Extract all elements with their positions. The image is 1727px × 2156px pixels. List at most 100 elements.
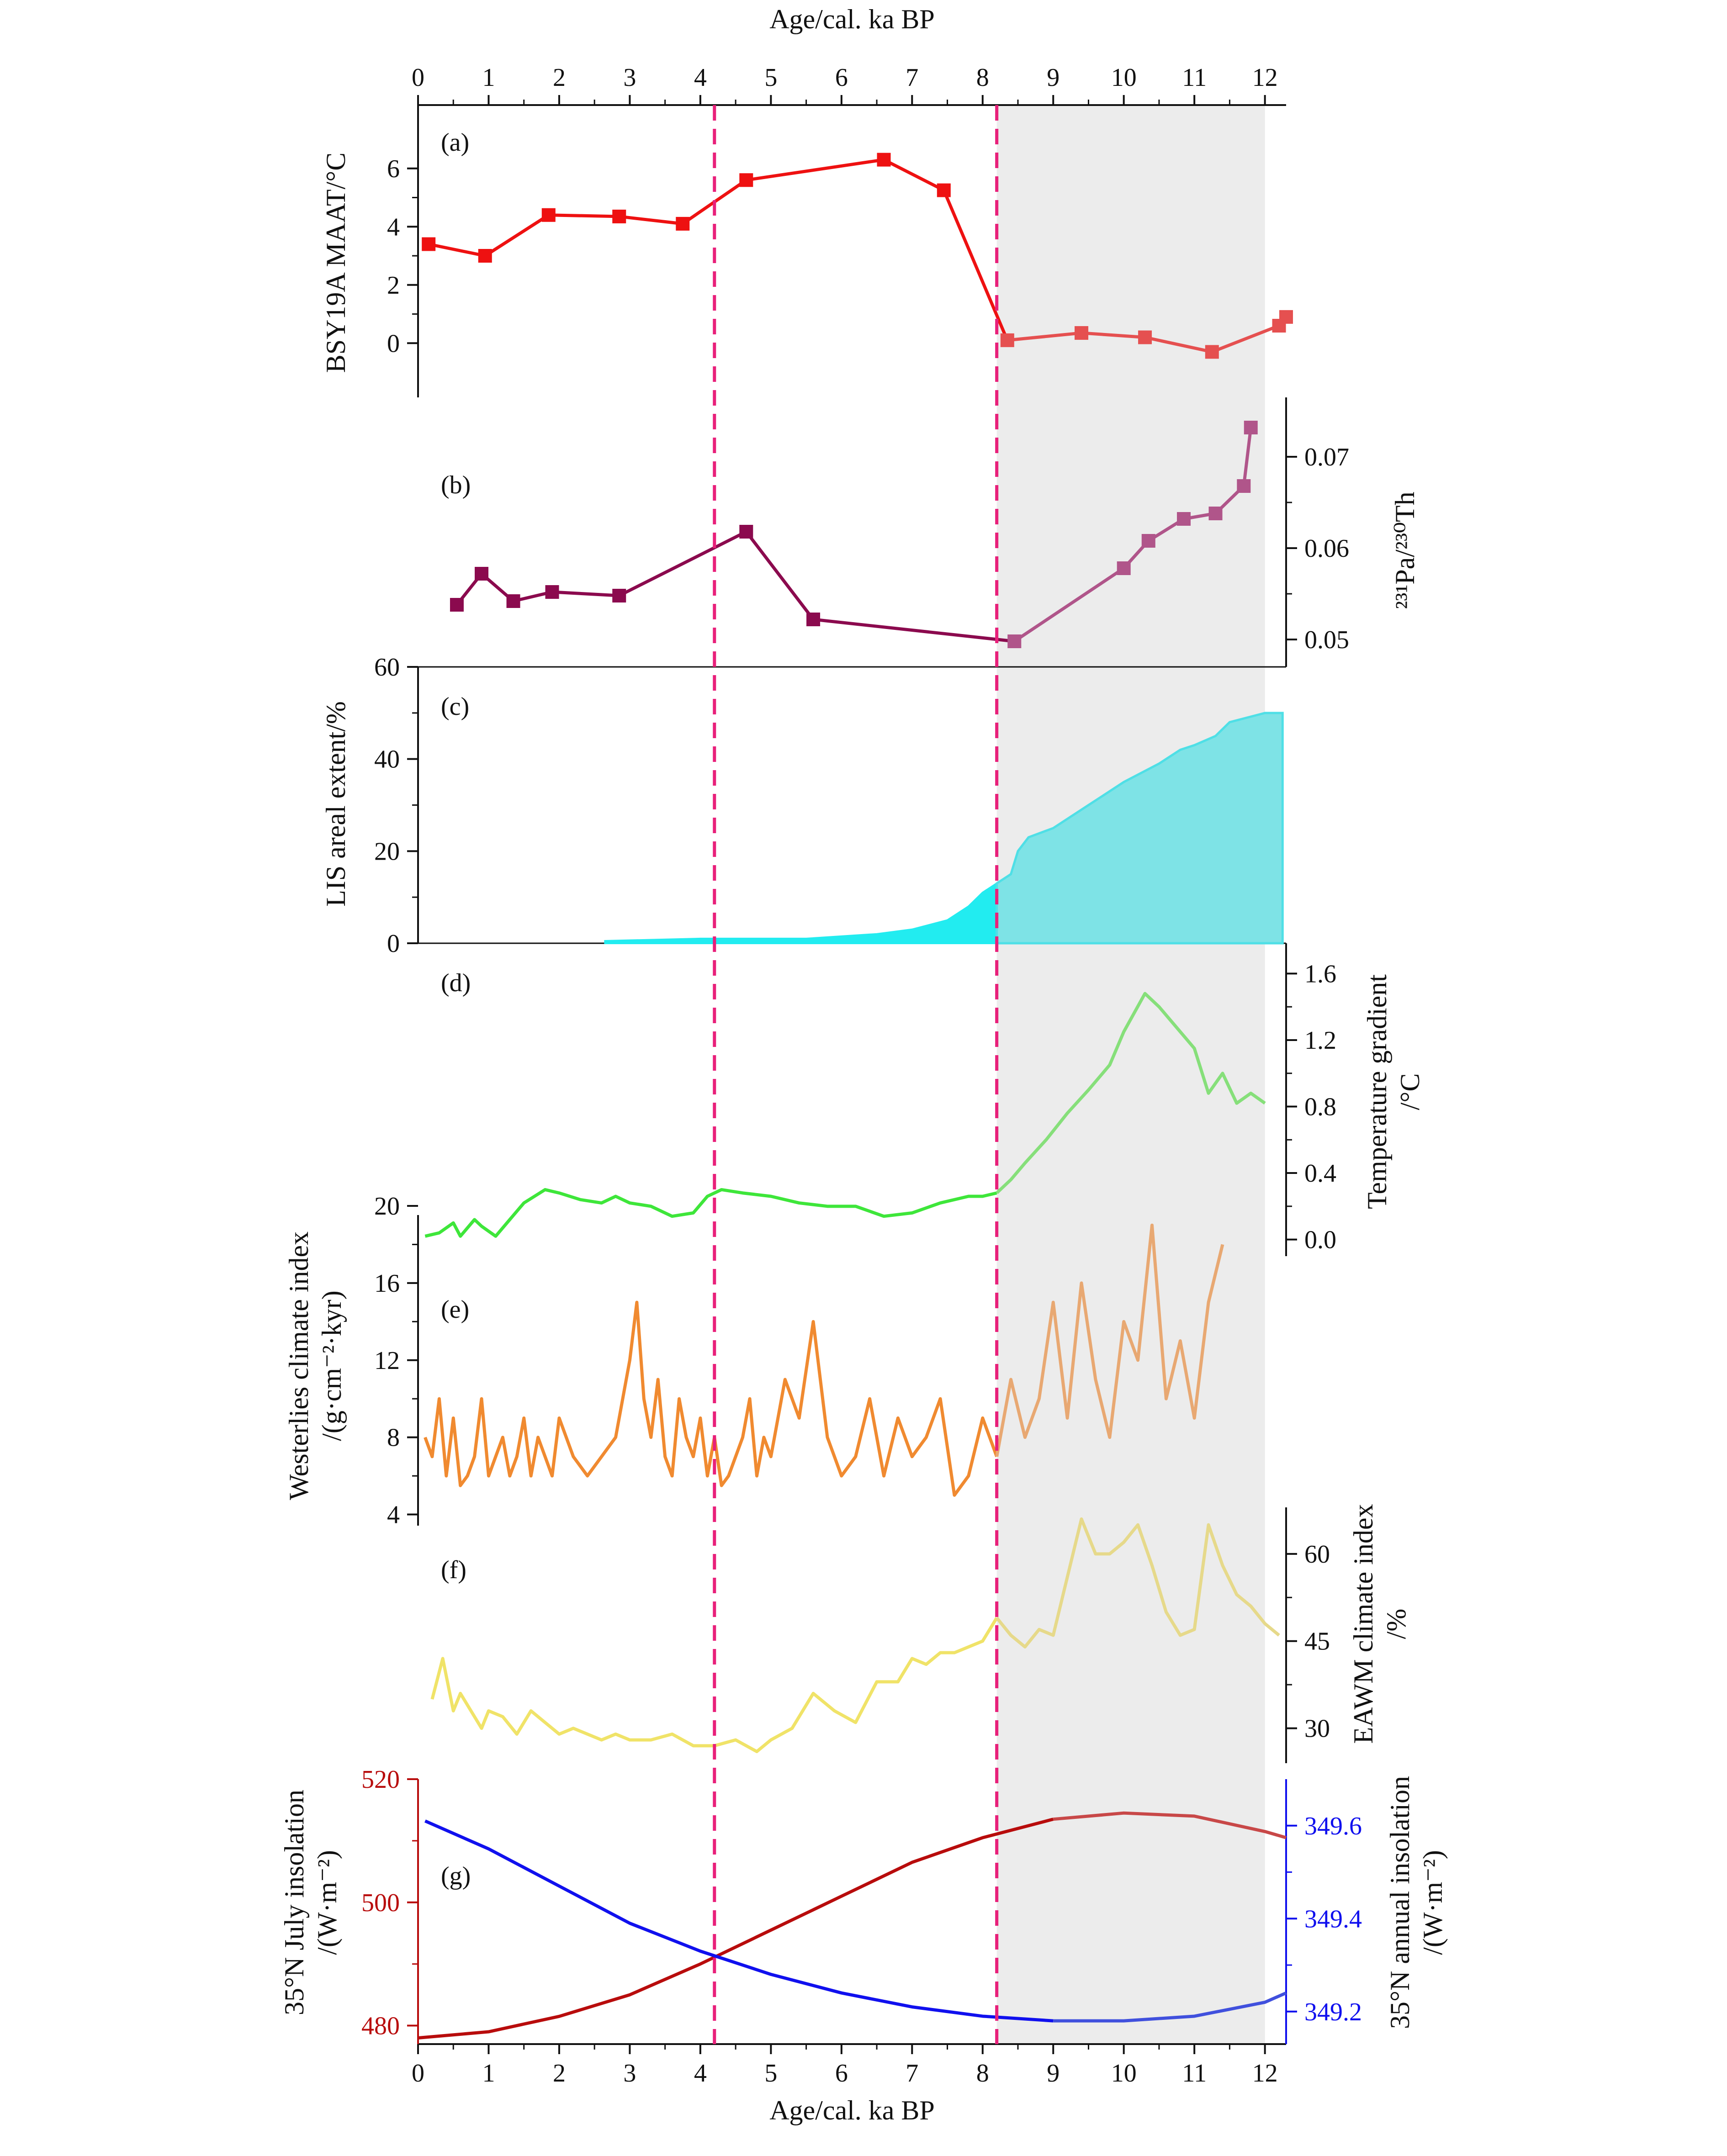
panel-label-c: (c) [441,692,469,721]
panel-f-title: /% [1381,1609,1411,1639]
panel-g-right-title: /(W·m⁻²) [1418,1850,1448,1955]
panel-b-series-point [545,585,559,599]
labels-layer: Age/cal. ka BP Age/cal. ka BP 0011223344… [279,4,1448,2125]
panel-e-title: /(g·cm⁻²·kyr) [317,1290,347,1441]
bottom-x-tick-label: 4 [694,2059,707,2087]
panel-b-series-point [475,567,489,581]
panel-a-title: BSY19A MAAT/°C [321,153,351,373]
top-x-tick-label: 4 [694,63,707,92]
panel-g-left-axis-tick-label: 480 [361,2012,400,2040]
panel-b-series-point [450,598,464,612]
annual-insolation-line-early [1053,1991,1287,2023]
panel-f-axis-tick-label: 45 [1304,1628,1330,1656]
panel-e-series-line-early [995,1223,1224,1457]
panel-g-right-axis-tick-label: 349.2 [1304,1998,1362,2026]
panel-b-title-group: ²³¹Pa/²³⁰Th [1390,491,1420,609]
bottom-x-tick-label: 12 [1252,2059,1278,2087]
panel-b-series-point [1244,421,1258,434]
panel-label-e: (e) [441,1295,469,1324]
panel-a-series-point [1000,333,1014,347]
panel-a-series-point [739,173,753,187]
panel-a-title-group: BSY19A MAAT/°C [321,153,351,373]
panel-d-title: Temperature gradient [1362,974,1392,1209]
panel-e-axis-tick-label: 8 [387,1424,400,1452]
panel-b-series-point [1177,512,1191,526]
event-lines-layer [713,105,999,2044]
panel-b-series-point [1208,507,1223,520]
top-x-tick-label: 2 [553,63,566,92]
annual-insolation-line-holocene [424,1819,1054,2023]
top-x-tick-label: 9 [1047,63,1060,92]
lis-area-early [996,712,1284,945]
top-x-tick-label: 5 [764,63,777,92]
panel-b-series-point [1007,634,1022,648]
top-x-tick-label: 0 [412,63,424,92]
bottom-x-tick-label: 3 [623,2059,636,2087]
bottom-x-tick-label: 1 [482,2059,495,2087]
panel-g-right-title-group: 35°N annual insolation/(W·m⁻²) [1385,1776,1448,2029]
panel-b-series-point [739,525,753,539]
panel-a-series-point [937,183,951,197]
july-insolation-line-early [1053,1811,1287,1839]
panel-g-left-title-group: 35°N July insolation/(W·m⁻²) [279,1790,342,2015]
panel-f-series-line-holocene [430,1617,998,1754]
panel-g-left-axis-tick-label: 520 [361,1765,400,1794]
panel-d-axis-tick-label: 0.8 [1304,1093,1336,1121]
panel-b-series-point [1117,561,1131,575]
panel-d-axis-tick-label: 1.2 [1304,1026,1336,1055]
bottom-x-tick-label: 5 [764,2059,777,2087]
panel-b-axis-tick-label: 0.06 [1304,534,1349,563]
panel-f-title: EAWM climate index [1348,1504,1378,1744]
bottom-x-tick-label: 11 [1182,2059,1207,2087]
panel-c-axis-tick-label: 0 [387,930,400,958]
top-x-tick-label: 1 [482,63,495,92]
panel-c-axis-tick-label: 60 [374,653,400,682]
panel-a-axis-tick-label: 4 [387,213,400,241]
panel-a-series-point [1138,330,1152,344]
series-layer [418,153,1293,2040]
panel-a-series-point [676,217,690,231]
panel-e-title-group: Westerlies climate index/(g·cm⁻²·kyr) [284,1231,347,1500]
panel-b-axis-tick-label: 0.07 [1304,443,1349,471]
panel-a-axis-tick-label: 0 [387,329,400,358]
panel-c-axis-tick-label: 40 [374,745,400,774]
bottom-x-axis-title: Age/cal. ka BP [769,2095,935,2125]
panel-g-right-axis-tick-label: 349.6 [1304,1812,1362,1840]
panel-g-left-axis-tick-label: 500 [361,1889,400,1917]
panel-a-series-point [1279,310,1293,324]
panel-b-series-point [1237,479,1251,493]
top-x-axis-title: Age/cal. ka BP [769,4,935,34]
bottom-x-tick-label: 10 [1111,2059,1137,2087]
panel-d-axis-tick-label: 0.0 [1304,1226,1336,1254]
bottom-x-tick-label: 2 [553,2059,566,2087]
panel-e-axis-tick-label: 4 [387,1501,400,1529]
panel-a-series-point [1205,345,1219,359]
panel-e-series-line-holocene [424,1300,998,1497]
bottom-x-tick-label: 7 [906,2059,918,2087]
top-x-tick-label: 7 [906,63,918,92]
panel-d-series-line-early [996,992,1266,1194]
panel-d-title-group: Temperature gradient/°C [1362,974,1425,1209]
top-x-tick-label: 11 [1182,63,1207,92]
panel-d-series-line-holocene [424,1188,997,1238]
top-x-tick-label: 12 [1252,63,1278,92]
panel-label-b: (b) [441,471,471,499]
panel-a-series-point [1075,326,1089,340]
panel-b-series-point [1141,534,1155,548]
panel-g-right-axis-tick-label: 349.4 [1304,1905,1362,1933]
panel-e-axis-tick-label: 16 [374,1269,400,1298]
bottom-x-tick-label: 6 [835,2059,848,2087]
panel-d-axis-tick-label: 0.4 [1304,1159,1336,1188]
panel-c-axis-tick-label: 20 [374,837,400,866]
panel-a-series-point [541,208,556,222]
top-x-tick-label: 8 [976,63,989,92]
panel-a-series-point [877,153,891,167]
panel-d-title: /°C [1395,1073,1425,1110]
panel-g-left-title: 35°N July insolation [279,1790,309,2015]
bottom-x-tick-label: 0 [412,2059,424,2087]
panel-b-title: ²³¹Pa/²³⁰Th [1390,491,1420,609]
panel-label-a: (a) [441,128,469,157]
panel-b-series-point [506,594,520,608]
